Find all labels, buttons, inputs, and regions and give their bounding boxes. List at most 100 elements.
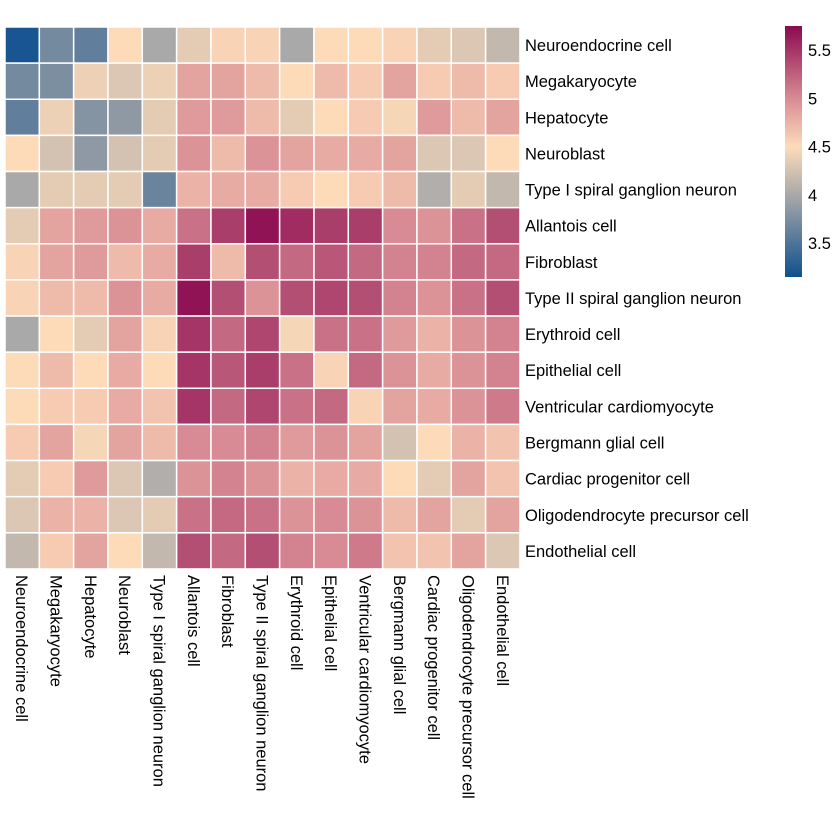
row-label: Neuroblast	[525, 145, 605, 163]
heatmap-cell	[416, 62, 453, 101]
heatmap-cell	[347, 495, 384, 534]
heatmap-cell	[313, 170, 350, 209]
heatmap-cell	[175, 134, 212, 173]
heatmap-cell	[107, 351, 144, 390]
heatmap-cell	[38, 206, 75, 245]
column-label: Hepatocyte	[81, 575, 99, 658]
heatmap-cell	[141, 532, 178, 570]
heatmap-cell	[416, 315, 453, 353]
heatmap-cell	[484, 62, 521, 101]
heatmap-cell	[484, 351, 521, 390]
heatmap-cell	[107, 459, 144, 498]
heatmap-cell	[278, 134, 315, 173]
heatmap-cell	[313, 98, 350, 137]
heatmap-cell	[313, 206, 350, 245]
heatmap-cell	[381, 62, 418, 101]
heatmap-cell	[381, 315, 418, 353]
heatmap-cell	[107, 62, 144, 101]
heatmap-cell	[141, 170, 178, 209]
heatmap-cell	[416, 279, 453, 317]
heatmap-cell	[416, 170, 453, 209]
heatmap-cell	[210, 170, 247, 209]
heatmap-cell	[244, 315, 281, 353]
heatmap-cell	[381, 134, 418, 173]
heatmap-cell	[210, 279, 247, 317]
heatmap-cell	[313, 62, 350, 101]
heatmap-cell	[141, 62, 178, 101]
heatmap-cell	[450, 98, 487, 137]
heatmap-cell	[107, 315, 144, 353]
heatmap-cell	[107, 423, 144, 462]
heatmap-cell	[72, 134, 109, 173]
heatmap-cell	[107, 495, 144, 534]
heatmap-cell	[381, 26, 418, 64]
heatmap-cell	[38, 495, 75, 534]
heatmap-cell	[141, 387, 178, 426]
heatmap-cell	[175, 532, 212, 570]
heatmap-cell	[38, 315, 75, 353]
heatmap-cell	[38, 532, 75, 570]
heatmap-cell	[72, 423, 109, 462]
heatmap-cell	[4, 387, 41, 426]
heatmap-cell	[278, 315, 315, 353]
heatmap-cell	[416, 243, 453, 281]
heatmap-cell	[38, 279, 75, 317]
heatmap-cell	[416, 387, 453, 426]
heatmap-cell	[484, 532, 521, 570]
column-label: Erythroid cell	[287, 575, 305, 670]
heatmap-cell	[175, 98, 212, 137]
heatmap-cell	[38, 62, 75, 101]
heatmap-cell	[313, 387, 350, 426]
heatmap-cell	[450, 387, 487, 426]
heatmap-cell	[72, 26, 109, 64]
heatmap-cell	[347, 315, 384, 353]
row-labels: Neuroendocrine cell Megakaryocyte Hepatocy…	[525, 37, 749, 561]
row-label: Oligodendrocyte precursor cell	[525, 507, 749, 525]
heatmap-cell	[107, 26, 144, 64]
row-label: Fibroblast	[525, 254, 598, 272]
heatmap-cell	[278, 532, 315, 570]
heatmap-cell	[450, 351, 487, 390]
heatmap-cell	[141, 423, 178, 462]
heatmap-cell	[381, 495, 418, 534]
row-label: Bergmann glial cell	[525, 434, 664, 452]
heatmap-cell	[450, 459, 487, 498]
heatmap-cell	[210, 423, 247, 462]
heatmap-cell	[38, 243, 75, 281]
heatmap-cell	[381, 98, 418, 137]
heatmap-cell	[313, 423, 350, 462]
heatmap-cell	[210, 26, 247, 64]
heatmap-cells	[4, 26, 521, 570]
heatmap-cell	[107, 134, 144, 173]
colorbar-tick-label: 4	[808, 187, 817, 205]
heatmap-cell	[416, 495, 453, 534]
column-label: Ventricular cardiomyocyte	[355, 575, 373, 764]
heatmap-cell	[347, 206, 384, 245]
heatmap-cell	[484, 459, 521, 498]
heatmap-cell	[313, 134, 350, 173]
row-label: Epithelial cell	[525, 362, 621, 380]
heatmap-cell	[416, 134, 453, 173]
heatmap-cell	[210, 459, 247, 498]
heatmap-cell	[450, 170, 487, 209]
heatmap-cell	[107, 387, 144, 426]
heatmap-cell	[381, 206, 418, 245]
row-label: Allantois cell	[525, 218, 617, 236]
column-label: Neuroblast	[115, 575, 133, 655]
heatmap-cell	[244, 98, 281, 137]
heatmap-cell	[244, 532, 281, 570]
heatmap-cell	[175, 26, 212, 64]
colorbar-tick-label: 4.5	[808, 139, 831, 157]
heatmap-cell	[141, 459, 178, 498]
heatmap-cell	[381, 423, 418, 462]
colorbar-tick-label: 5.5	[808, 42, 831, 60]
heatmap-cell	[175, 243, 212, 281]
heatmap-cell	[141, 98, 178, 137]
heatmap-cell	[244, 206, 281, 245]
heatmap-cell	[347, 423, 384, 462]
row-label: Ventricular cardiomyocyte	[525, 398, 714, 416]
heatmap-cell	[244, 423, 281, 462]
heatmap-cell	[72, 532, 109, 570]
